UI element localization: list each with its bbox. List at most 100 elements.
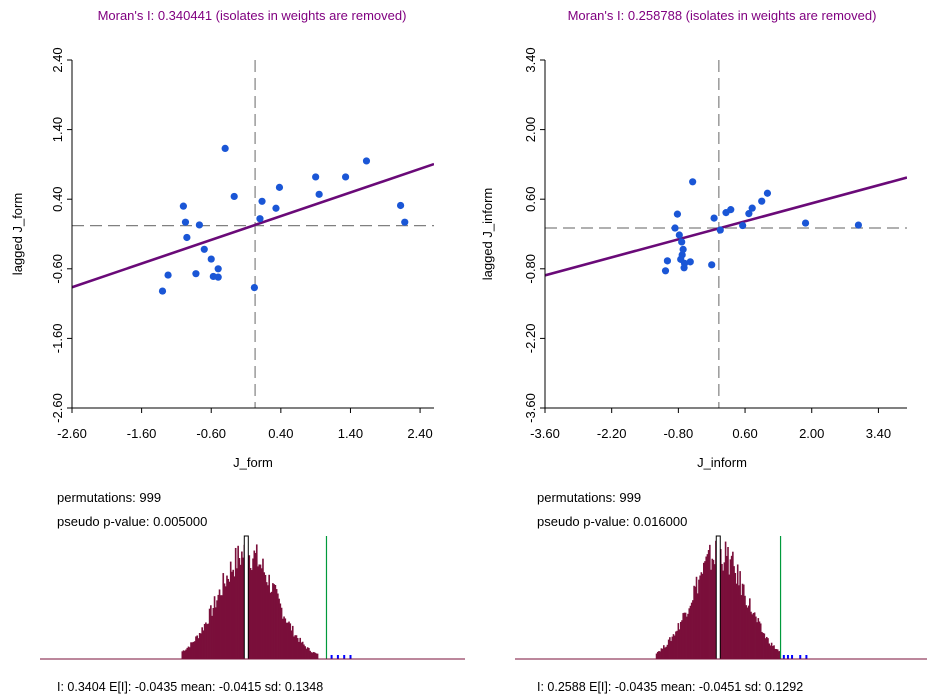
right-stats-label: I: 0.2588 E[I]: -0.0435 mean: -0.0451 sd… <box>537 680 803 694</box>
left-histogram-bar <box>275 589 278 659</box>
right-x-tick-label: -2.20 <box>597 426 627 441</box>
right-histogram-bar <box>686 616 688 659</box>
right-histogram-bar <box>740 595 743 659</box>
right-histogram-bar <box>660 648 663 659</box>
left-plot-area <box>72 60 434 408</box>
left-histogram-bar <box>274 584 277 659</box>
left-histogram-bar <box>201 627 203 659</box>
left-x-tick-label: -1.60 <box>127 426 157 441</box>
left-data-point <box>183 233 191 242</box>
left-histogram-bar <box>258 564 261 659</box>
left-histogram-bar <box>234 547 237 659</box>
left-histogram-bar <box>188 647 191 659</box>
right-y-tick-label: -3.60 <box>523 393 538 423</box>
right-histogram-bar <box>726 555 728 659</box>
left-y-tick-label: -2.60 <box>50 393 65 423</box>
left-y-ticks: -2.60 -1.60 -0.60 0.40 1.40 2.40 <box>50 47 72 423</box>
left-data-point <box>401 218 409 226</box>
left-data-point <box>396 201 405 210</box>
left-y-tick-label: -0.60 <box>50 254 65 284</box>
right-data-point <box>678 238 686 246</box>
right-x-ticks: -3.60 -2.20 -0.80 0.60 2.00 3.40 <box>530 408 891 441</box>
left-histogram-bar <box>182 650 185 659</box>
left-histogram-bar <box>239 564 242 659</box>
left-histogram-bar <box>294 635 297 659</box>
right-data-point <box>758 197 766 205</box>
left-histogram-bar <box>206 624 208 659</box>
left-histogram-bar <box>236 568 238 659</box>
left-data-point <box>200 245 208 253</box>
left-data-point <box>164 271 172 279</box>
left-histogram-bar <box>282 618 284 659</box>
left-histogram-bar <box>262 558 264 659</box>
right-histogram-bar <box>671 636 674 659</box>
left-histogram-bar <box>279 603 282 659</box>
left-histogram-bar <box>264 574 267 659</box>
right-histogram-bar <box>775 649 778 659</box>
left-histogram-bar <box>233 576 236 659</box>
left-histogram-bar <box>267 585 269 659</box>
left-histogram-bar <box>300 642 303 659</box>
left-histogram-bar <box>213 596 216 659</box>
left-histogram-bar <box>273 584 275 659</box>
right-histogram-bar <box>690 602 693 659</box>
right-x-tick-label: -3.60 <box>530 426 560 441</box>
left-histogram-bar <box>250 570 253 659</box>
right-histogram-bar <box>678 629 681 659</box>
left-histogram-bar <box>218 589 221 659</box>
right-chart-title: Moran's I: 0.258788 (isolates in weights… <box>568 8 877 23</box>
left-histogram-bar <box>259 564 262 659</box>
right-x-axis-label: J_inform <box>697 455 747 470</box>
right-tail-bar <box>799 655 802 659</box>
right-tail-bar <box>786 655 789 659</box>
right-histogram-bar <box>744 595 746 659</box>
left-histogram-bar <box>212 608 215 659</box>
right-tail-bar <box>782 655 785 659</box>
left-histogram-bar <box>268 574 270 659</box>
right-histogram-bar <box>676 630 678 659</box>
left-y-tick-label: 2.40 <box>50 47 65 72</box>
right-histogram-bar <box>664 647 666 659</box>
left-histogram-bar <box>238 558 241 659</box>
left-histogram-bar <box>254 552 257 659</box>
right-histogram-bar <box>679 621 682 659</box>
right-histogram-bar <box>655 653 658 659</box>
left-x-tick-label: 0.40 <box>268 426 293 441</box>
left-histogram-bar <box>309 650 311 659</box>
right-data-point <box>673 210 682 218</box>
left-histogram-bar <box>298 641 300 659</box>
right-histogram-bar <box>768 643 770 659</box>
left-chart-title: Moran's I: 0.340441 (isolates in weights… <box>98 8 407 23</box>
left-x-ticks: -2.60 -1.60 -0.60 0.40 1.40 2.40 <box>57 408 433 441</box>
left-permutation-histogram <box>181 535 352 660</box>
left-histogram-bar <box>191 642 194 659</box>
left-histogram-bar <box>215 607 217 659</box>
left-histogram-bar <box>270 591 273 659</box>
right-histogram-bar <box>663 645 665 659</box>
left-histogram-bar <box>219 595 222 659</box>
left-histogram-bar <box>202 630 205 659</box>
right-data-point <box>686 258 694 266</box>
right-histogram-bar <box>695 576 698 659</box>
left-histogram-bar <box>290 630 293 659</box>
left-data-point <box>181 218 190 226</box>
right-histogram-bar <box>659 651 661 659</box>
left-permutations-label: permutations: 999 <box>57 490 161 505</box>
right-data-point <box>748 204 756 212</box>
left-histogram-bar <box>277 593 279 659</box>
right-data-point <box>739 221 747 230</box>
right-mean-bar <box>715 535 721 660</box>
right-histogram-bar <box>774 648 777 659</box>
left-histogram-bar <box>217 594 220 659</box>
left-histogram-bar <box>313 651 315 659</box>
right-y-axis-label: lagged J_inform <box>480 188 495 281</box>
left-histogram-bar <box>296 638 299 659</box>
left-histogram-bar <box>210 605 212 659</box>
right-histogram-bar <box>665 646 668 659</box>
right-histogram-bar <box>683 612 686 659</box>
right-histogram-bar <box>736 564 739 659</box>
right-histogram-bar <box>698 579 700 659</box>
right-data-point <box>663 257 672 265</box>
left-histogram-bar <box>306 647 309 659</box>
